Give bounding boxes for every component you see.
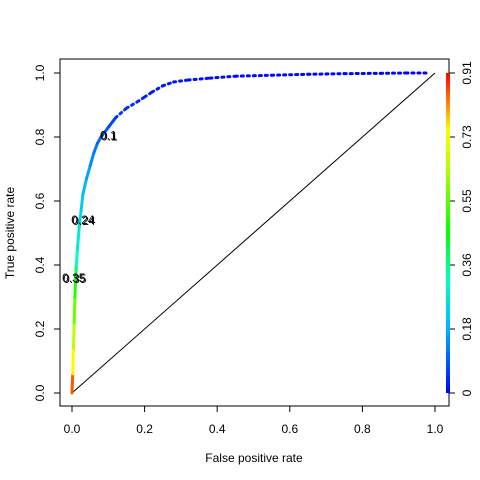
x-tick-label: 1.0 xyxy=(427,422,444,436)
roc-curve-segment xyxy=(161,80,176,88)
roc-curve-segment xyxy=(233,73,274,78)
x-axis: 0.0 0.2 0.4 0.6 0.8 1.0 xyxy=(64,405,444,436)
roc-curve-segment xyxy=(79,193,85,213)
roc-curve-segment xyxy=(306,72,346,76)
x-axis-label: False positive rate xyxy=(205,451,303,465)
x-tick-label: 0.6 xyxy=(281,422,298,436)
colorbar-tick-label: 0.36 xyxy=(460,253,474,277)
cutoff-label: 0.1 xyxy=(100,128,117,142)
colorbar-tick-label: 0.55 xyxy=(460,189,474,213)
roc-curve-segment xyxy=(74,263,78,280)
x-tick-label: 0.4 xyxy=(209,422,226,436)
roc-curve-segment xyxy=(71,321,76,350)
cutoff-label-shadow: 0.24 xyxy=(72,214,96,228)
roc-curve-segment xyxy=(124,100,139,110)
cutoff-label-shadow: 0.1 xyxy=(101,129,118,143)
roc-curve-segment xyxy=(106,116,118,129)
roc-curve-segment xyxy=(208,74,237,80)
x-tick-label: 0.2 xyxy=(136,422,153,436)
colorbar-tick-label: 0.73 xyxy=(460,125,474,149)
roc-curve-segment xyxy=(75,225,81,251)
roc-curve-segment xyxy=(114,106,128,120)
colorbar-tick-label: 0.18 xyxy=(460,317,474,341)
roc-curve-segment xyxy=(71,346,75,376)
roc-curve xyxy=(70,71,430,395)
cutoff-label-shadow: 0.35 xyxy=(63,272,87,286)
y-tick-label: 0.6 xyxy=(33,192,47,209)
colorbar-tick-label: 0.91 xyxy=(460,61,474,85)
roc-curve-segment xyxy=(270,72,310,77)
chance-diagonal xyxy=(71,72,436,394)
roc-curve-segment xyxy=(172,78,190,84)
colorbar xyxy=(446,73,450,393)
cutoff-label: 0.24 xyxy=(71,213,95,227)
roc-curve-segment xyxy=(186,76,212,82)
roc-curve-segment xyxy=(70,372,75,395)
roc-curve-segment xyxy=(88,151,96,168)
roc-curve-segment xyxy=(85,164,92,181)
y-tick-label: 0.4 xyxy=(33,256,47,273)
cutoff-annotations: 0.350.350.240.240.10.1 xyxy=(62,128,118,285)
roc-curve-segment xyxy=(74,247,79,267)
roc-curve-segment xyxy=(73,276,78,299)
roc-curve-segment xyxy=(99,125,110,139)
y-tick-label: 0.0 xyxy=(33,384,47,401)
colorbar-axis: 0 0.18 0.36 0.55 0.73 0.91 xyxy=(448,61,474,396)
y-axis-label: True positive rate xyxy=(3,187,17,280)
roc-curve-segment xyxy=(72,295,77,325)
y-tick-label: 1.0 xyxy=(33,64,47,81)
y-axis: 0.0 0.2 0.4 0.6 0.8 1.0 xyxy=(33,64,61,401)
roc-curve-segment xyxy=(92,141,99,155)
cutoff-label: 0.35 xyxy=(62,271,86,285)
colorbar-tick-label: 0 xyxy=(460,389,474,396)
y-tick-label: 0.8 xyxy=(33,128,47,145)
x-tick-label: 0.8 xyxy=(354,422,371,436)
x-tick-label: 0.0 xyxy=(64,422,81,436)
roc-curve-segment xyxy=(77,209,83,229)
roc-curve-segment xyxy=(150,84,165,94)
roc-curve-segment xyxy=(81,177,89,197)
y-tick-label: 0.2 xyxy=(33,320,47,337)
